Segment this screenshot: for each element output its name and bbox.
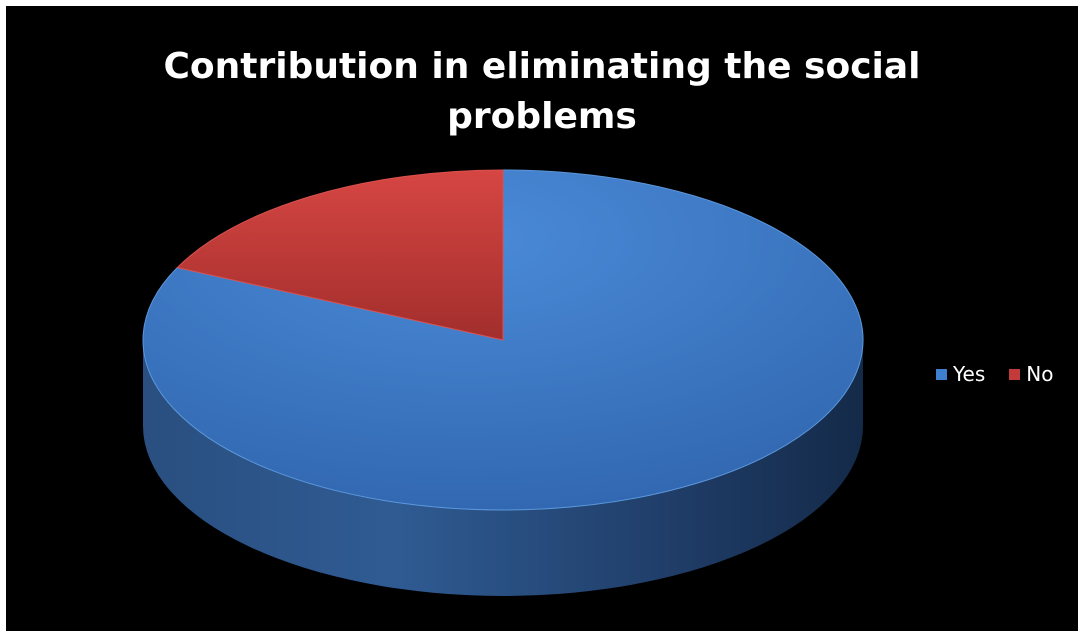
chart-title: Contribution in eliminating the social p… [6, 42, 1078, 142]
legend-label-yes: Yes [953, 362, 986, 386]
legend-item-no: No [1009, 362, 1054, 386]
legend-label-no: No [1026, 362, 1054, 386]
pie-slice-yes-side [143, 340, 863, 596]
pie-chart-3d [142, 169, 864, 596]
legend-swatch-no [1009, 368, 1021, 380]
chart-title-line-2: problems [447, 96, 637, 137]
chart-area: Contribution in eliminating the social p… [6, 6, 1078, 631]
legend: Yes No [936, 362, 1054, 386]
pie-slice-no [176, 169, 504, 341]
chart-title-line-1: Contribution in eliminating the social [163, 46, 921, 87]
legend-swatch-yes [936, 368, 947, 380]
legend-item-yes: Yes [936, 362, 985, 386]
